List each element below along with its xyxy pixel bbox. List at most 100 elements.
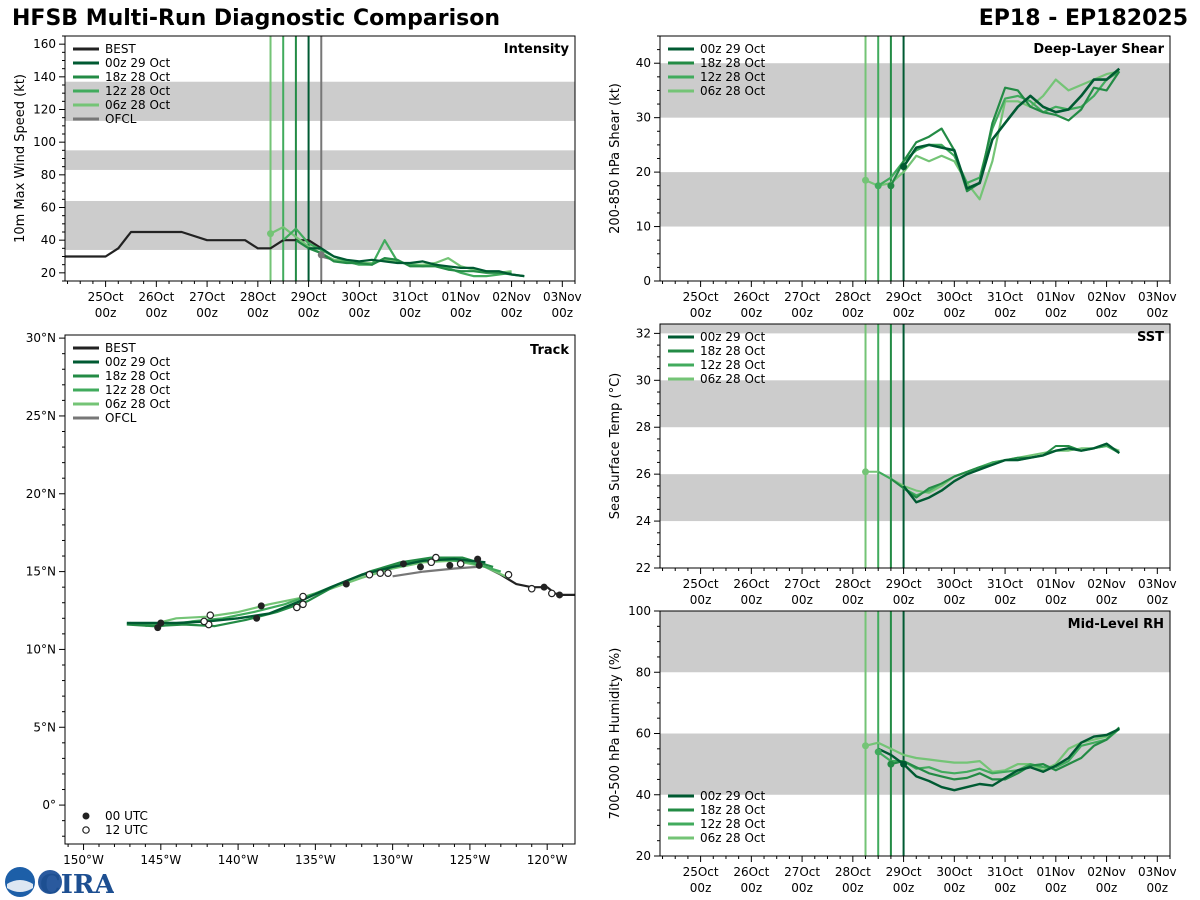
legend-label: 12z 28 Oct	[105, 383, 171, 397]
x-tick-label-hour: 00z	[247, 306, 269, 320]
y-tick-label: 15°N	[26, 565, 56, 579]
x-tick-label-hour: 00z	[791, 306, 813, 320]
track-point-00utc	[416, 563, 424, 571]
track-point-00utc	[475, 561, 483, 569]
x-tick-label: 01Nov	[1036, 577, 1075, 591]
x-tick-label: 145°W	[140, 853, 181, 867]
track-line	[145, 559, 509, 628]
series-point	[874, 182, 882, 190]
x-tick-label-hour: 00z	[842, 306, 864, 320]
y-tick-label: 24	[636, 514, 651, 528]
y-tick-label: 160	[33, 37, 56, 51]
x-tick-label: 03Nov	[1138, 865, 1177, 879]
x-tick-label: 27Oct	[784, 865, 820, 879]
x-tick-label-hour: 00z	[893, 593, 915, 607]
x-tick-label-hour: 00z	[298, 306, 320, 320]
y-axis-label: 700-500 hPa Humidity (%)	[608, 648, 623, 820]
legend-label: 00 UTC	[105, 809, 148, 823]
x-tick-label: 02Nov	[492, 290, 531, 304]
track-point-12utc	[206, 611, 215, 619]
threshold-band	[660, 611, 1170, 673]
series-point	[317, 251, 325, 259]
x-tick-label-hour: 00z	[450, 306, 472, 320]
series-line-intensity	[65, 230, 322, 258]
plot-area-track	[126, 553, 575, 632]
x-tick-label: 28Oct	[835, 577, 871, 591]
track-point-12utc	[384, 569, 392, 577]
series-point	[874, 748, 882, 756]
x-tick-label-hour: 00z	[95, 306, 117, 320]
y-tick-label: 20	[636, 849, 651, 863]
track-point-12utc	[504, 570, 513, 579]
y-tick-label: 40	[636, 788, 651, 802]
x-tick-label-hour: 00z	[741, 881, 763, 895]
legend-label: 00z 29 Oct	[700, 789, 766, 803]
x-tick-label: 26Oct	[733, 865, 769, 879]
series-line-sst	[902, 442, 1121, 504]
panel-title: SST	[1137, 330, 1164, 345]
x-tick-label-hour: 00z	[196, 306, 218, 320]
y-tick-label: 32	[636, 326, 651, 340]
legend-label: OFCL	[105, 411, 137, 425]
plot-area-shear	[660, 36, 1170, 281]
series-point	[862, 742, 870, 750]
legend-label: 00z 29 Oct	[700, 330, 766, 344]
series-line-shear	[865, 70, 1120, 201]
x-tick-label-hour: 00z	[690, 593, 712, 607]
track-point-12utc	[376, 569, 385, 577]
x-tick-label: 28Oct	[835, 290, 871, 304]
x-tick-label: 29Oct	[886, 865, 922, 879]
x-tick-label-hour: 00z	[994, 306, 1016, 320]
series-point	[887, 182, 895, 190]
x-tick-label-hour: 00z	[1096, 306, 1118, 320]
x-tick-label: 30Oct	[936, 290, 972, 304]
y-tick-label: 100	[628, 604, 651, 618]
track-point-00utc	[446, 561, 454, 569]
x-tick-label: 02Nov	[1087, 577, 1126, 591]
x-tick-label: 25Oct	[88, 290, 124, 304]
y-tick-label: 10	[636, 220, 651, 234]
track-point-00utc	[253, 614, 261, 622]
panel-title: Intensity	[504, 42, 570, 57]
x-tick-label: 29Oct	[886, 577, 922, 591]
plot-area-sst	[660, 324, 1170, 568]
x-tick-label-hour: 00z	[741, 593, 763, 607]
x-tick-label: 30Oct	[341, 290, 377, 304]
legend-label: 12 UTC	[105, 823, 148, 837]
x-tick-label: 29Oct	[886, 290, 922, 304]
track-line	[126, 557, 486, 625]
y-axis-label: 200-850 hPa Shear (kt)	[608, 83, 623, 234]
legend-label: 18z 28 Oct	[700, 56, 766, 70]
x-tick-label: 30Oct	[936, 865, 972, 879]
series-line-shear	[889, 70, 1121, 193]
legend-label: 00z 29 Oct	[700, 42, 766, 56]
track-line	[392, 565, 478, 578]
x-tick-label: 27Oct	[784, 577, 820, 591]
x-tick-label-hour: 00z	[690, 881, 712, 895]
legend-label: BEST	[105, 341, 136, 355]
x-tick-label-hour: 00z	[741, 306, 763, 320]
x-tick-label-hour: 00z	[1096, 881, 1118, 895]
legend-label: OFCL	[105, 112, 137, 126]
series-point	[862, 176, 870, 184]
track-point-12utc	[299, 592, 307, 601]
y-tick-label: 5°N	[33, 720, 56, 734]
x-tick-label-hour: 00z	[1096, 593, 1118, 607]
x-tick-label-hour: 00z	[842, 593, 864, 607]
x-tick-label-hour: 00z	[791, 593, 813, 607]
x-tick-label: 26Oct	[733, 290, 769, 304]
track-point-12utc	[293, 603, 301, 612]
legend-label: 06z 28 Oct	[105, 98, 171, 112]
series-point	[267, 230, 275, 238]
x-tick-label: 28Oct	[240, 290, 276, 304]
legend-label: 18z 28 Oct	[700, 344, 766, 358]
series-line-rh	[890, 726, 1121, 781]
x-tick-label-hour: 00z	[552, 306, 574, 320]
y-tick-label: 80	[636, 665, 651, 679]
x-tick-label: 01Nov	[441, 290, 480, 304]
storm-id: EP18 - EP182025	[978, 6, 1188, 31]
x-tick-label-hour: 00z	[349, 306, 371, 320]
legend-label: BEST	[105, 42, 136, 56]
x-tick-label-hour: 00z	[893, 881, 915, 895]
track-point-00utc	[399, 560, 407, 568]
